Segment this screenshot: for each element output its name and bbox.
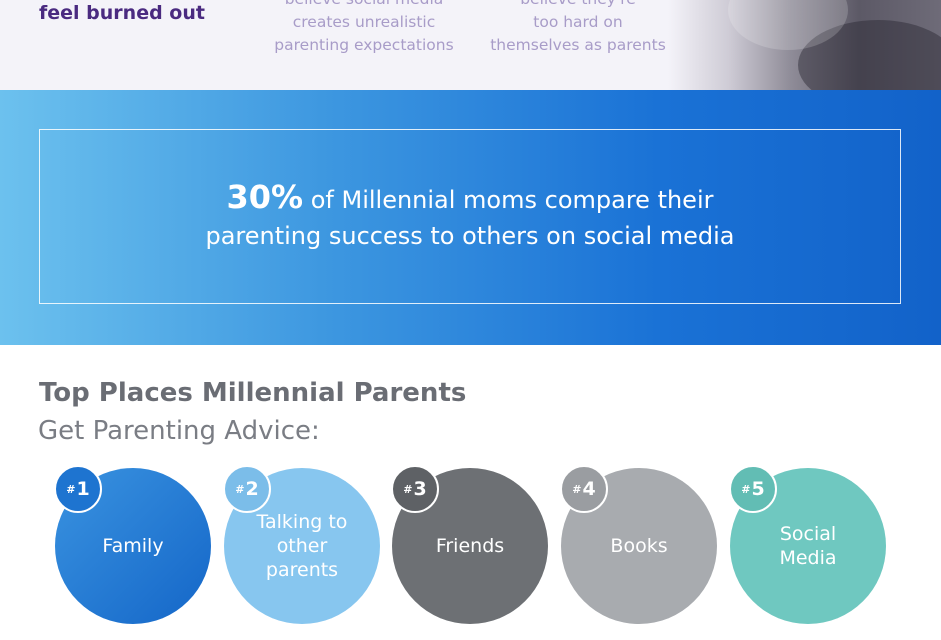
stat-social-media-expectations: believe social media creates unrealistic… xyxy=(264,0,464,57)
advice-label: Social Media xyxy=(779,523,837,569)
callout-percent: 30% xyxy=(226,178,304,216)
rank-hash: # xyxy=(235,482,245,496)
burned-out-text: feel burned out xyxy=(39,2,205,24)
rank-number: 4 xyxy=(582,478,596,500)
stat-line: parenting expectations xyxy=(274,36,454,54)
rank-hash: # xyxy=(403,482,413,496)
advice-label: Family xyxy=(102,535,164,557)
callout-line-1: 30% of Millennial moms compare their xyxy=(227,179,714,218)
advice-subtitle: Get Parenting Advice: xyxy=(38,416,320,446)
advice-label: Talking to other parents xyxy=(256,511,348,581)
callout-box: 30% of Millennial moms compare their par… xyxy=(39,129,901,304)
rank-number: 2 xyxy=(245,478,259,500)
advice-title: Top Places Millennial Parents xyxy=(39,378,467,408)
callout-line-2: parenting success to others on social me… xyxy=(205,222,735,250)
advice-label: Books xyxy=(610,535,668,557)
stat-line: believe social media xyxy=(264,0,464,11)
rank-badge-5: #5 xyxy=(729,465,777,513)
rank-badge-2: #2 xyxy=(223,465,271,513)
rank-number: 5 xyxy=(751,478,765,500)
advice-label: Friends xyxy=(435,535,505,557)
rank-hash: # xyxy=(741,482,751,496)
rank-number: 1 xyxy=(76,478,90,500)
callout-band: 30% of Millennial moms compare their par… xyxy=(0,90,941,345)
stat-line: themselves as parents xyxy=(490,36,666,54)
rank-badge-1: #1 xyxy=(54,465,102,513)
stat-too-hard-on-themselves: believe they're too hard on themselves a… xyxy=(478,0,678,57)
advice-circle-social-media: Social Media xyxy=(730,468,886,624)
callout-line-1-text: of Millennial moms compare their xyxy=(303,186,714,214)
rank-badge-4: #4 xyxy=(560,465,608,513)
rank-hash: # xyxy=(572,482,582,496)
stat-line: too hard on xyxy=(533,13,623,31)
stat-line: believe they're xyxy=(478,0,678,11)
top-strip: feel burned out believe social media cre… xyxy=(0,0,941,90)
rank-badge-3: #3 xyxy=(391,465,439,513)
rank-number: 3 xyxy=(413,478,427,500)
rank-hash: # xyxy=(66,482,76,496)
parent-photo xyxy=(668,0,941,90)
stat-line: creates unrealistic xyxy=(292,13,436,31)
